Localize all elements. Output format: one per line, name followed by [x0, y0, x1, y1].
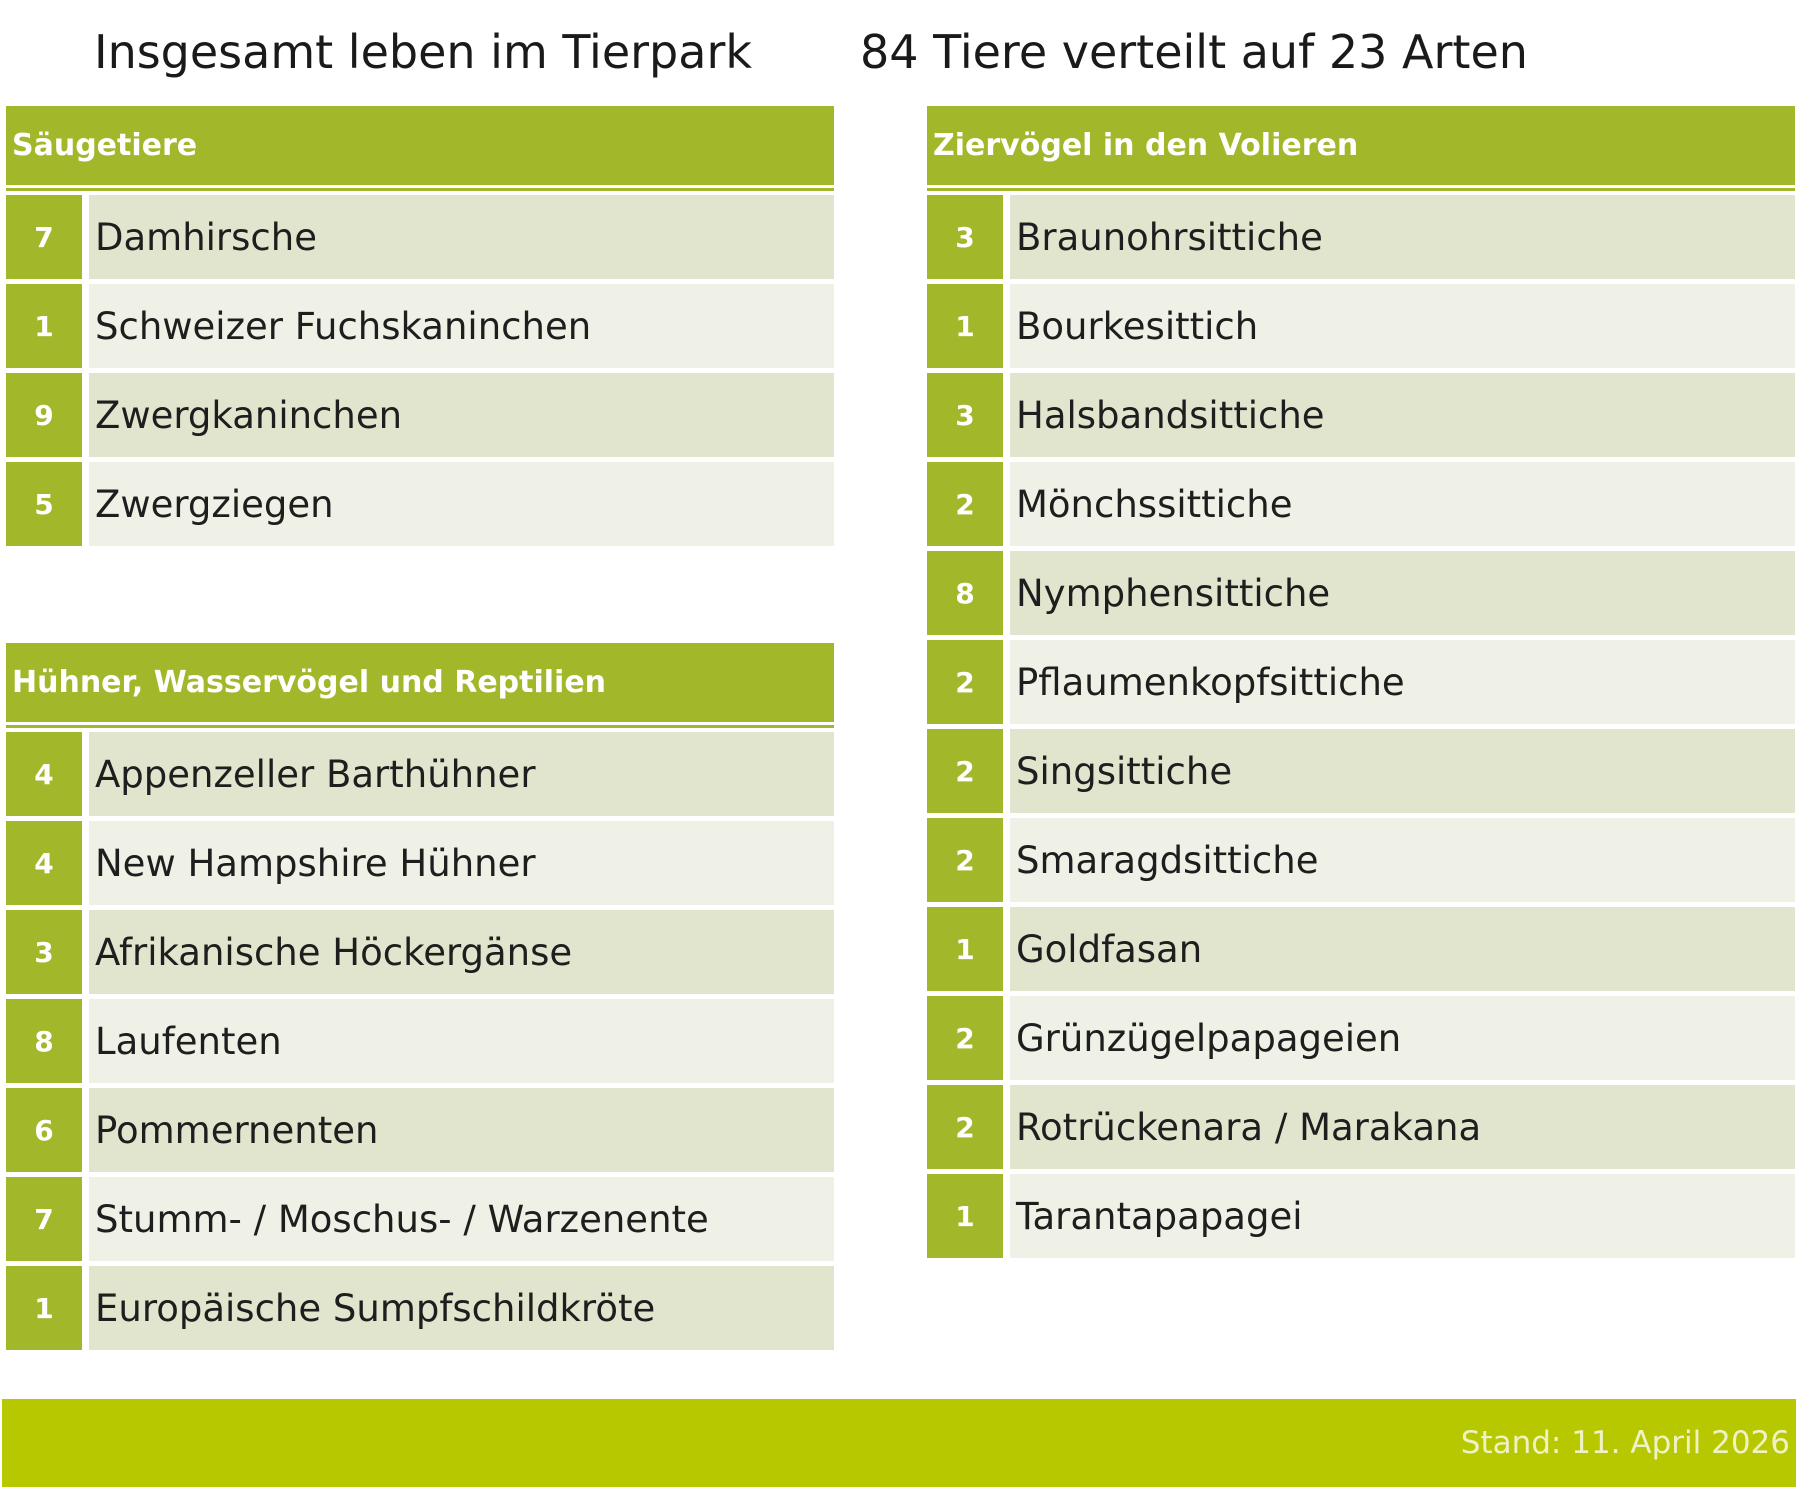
- animal-name: Zwergkaninchen: [89, 373, 834, 457]
- table-row: 9 Zwergkaninchen: [6, 373, 834, 457]
- rows-saeugetiere: 7 Damhirsche 1 Schweizer Fuchskaninchen …: [6, 195, 834, 546]
- animal-name: Grünzügelpapageien: [1010, 996, 1795, 1080]
- table-row: 7 Stumm- / Moschus- / Warzenente: [6, 1177, 834, 1261]
- animal-name: Braunohrsittiche: [1010, 195, 1795, 279]
- animal-name: Bourkesittich: [1010, 284, 1795, 368]
- animal-count: 8: [6, 999, 82, 1083]
- table-row: 3 Braunohrsittiche: [927, 195, 1795, 279]
- animal-name: Smaragdsittiche: [1010, 818, 1795, 902]
- animal-count: 1: [6, 284, 82, 368]
- table-row: 8 Nymphensittiche: [927, 551, 1795, 635]
- animal-count: 7: [6, 195, 82, 279]
- rows-huehner: 4 Appenzeller Barthühner 4 New Hampshire…: [6, 732, 834, 1350]
- table-row: 2 Grünzügelpapageien: [927, 996, 1795, 1080]
- table-row: 1 Goldfasan: [927, 907, 1795, 991]
- animal-count: 2: [927, 462, 1003, 546]
- table-ziervoegel: Ziervögel in den Volieren 3 Braunohrsitt…: [927, 106, 1795, 1263]
- table-row: 6 Pommernenten: [6, 1088, 834, 1172]
- animal-count: 7: [6, 1177, 82, 1261]
- table-header-saeugetiere: Säugetiere: [6, 106, 834, 188]
- animal-name: Mönchssittiche: [1010, 462, 1795, 546]
- animal-count: 1: [6, 1266, 82, 1350]
- animal-count: 3: [927, 373, 1003, 457]
- table-row: 1 Schweizer Fuchskaninchen: [6, 284, 834, 368]
- table-row: 3 Halsbandsittiche: [927, 373, 1795, 457]
- table-row: 3 Afrikanische Höckergänse: [6, 910, 834, 994]
- animal-count: 2: [927, 729, 1003, 813]
- animal-count: 8: [927, 551, 1003, 635]
- animal-count: 2: [927, 996, 1003, 1080]
- table-row: 1 Bourkesittich: [927, 284, 1795, 368]
- table-row: 7 Damhirsche: [6, 195, 834, 279]
- table-row: 2 Pflaumenkopfsittiche: [927, 640, 1795, 724]
- table-header-huehner: Hühner, Wasservögel und Reptilien: [6, 643, 834, 725]
- animal-count: 3: [927, 195, 1003, 279]
- headline-right: 84 Tiere verteilt auf 23 Arten: [860, 25, 1528, 79]
- table-saeugetiere: Säugetiere 7 Damhirsche 1 Schweizer Fuch…: [6, 106, 834, 551]
- animal-name: Nymphensittiche: [1010, 551, 1795, 635]
- animal-count: 1: [927, 1174, 1003, 1258]
- animal-name: Pflaumenkopfsittiche: [1010, 640, 1795, 724]
- animal-count: 1: [927, 907, 1003, 991]
- animal-name: Europäische Sumpfschildkröte: [89, 1266, 834, 1350]
- table-row: 1 Tarantapapagei: [927, 1174, 1795, 1258]
- animal-name: Stumm- / Moschus- / Warzenente: [89, 1177, 834, 1261]
- animal-name: Rotrückenara / Marakana: [1010, 1085, 1795, 1169]
- table-row: 1 Europäische Sumpfschildkröte: [6, 1266, 834, 1350]
- animal-name: New Hampshire Hühner: [89, 821, 834, 905]
- animal-name: Zwergziegen: [89, 462, 834, 546]
- animal-count: 2: [927, 640, 1003, 724]
- animal-name: Laufenten: [89, 999, 834, 1083]
- animal-name: Pommernenten: [89, 1088, 834, 1172]
- animal-count: 5: [6, 462, 82, 546]
- animal-count: 2: [927, 1085, 1003, 1169]
- animal-count: 6: [6, 1088, 82, 1172]
- animal-count: 4: [6, 821, 82, 905]
- animal-name: Afrikanische Höckergänse: [89, 910, 834, 994]
- animal-name: Singsittiche: [1010, 729, 1795, 813]
- rows-ziervoegel: 3 Braunohrsittiche 1 Bourkesittich 3 Hal…: [927, 195, 1795, 1258]
- animal-count: 1: [927, 284, 1003, 368]
- animal-count: 9: [6, 373, 82, 457]
- animal-name: Goldfasan: [1010, 907, 1795, 991]
- animal-name: Appenzeller Barthühner: [89, 732, 834, 816]
- table-row: 5 Zwergziegen: [6, 462, 834, 546]
- footer-date: Stand: 11. April 2026: [1460, 1425, 1790, 1461]
- table-header-ziervoegel: Ziervögel in den Volieren: [927, 106, 1795, 188]
- animal-name: Tarantapapagei: [1010, 1174, 1795, 1258]
- animal-name: Damhirsche: [89, 195, 834, 279]
- table-row: 2 Singsittiche: [927, 729, 1795, 813]
- animal-name: Schweizer Fuchskaninchen: [89, 284, 834, 368]
- table-row: 4 Appenzeller Barthühner: [6, 732, 834, 816]
- headline-left: Insgesamt leben im Tierpark: [94, 25, 752, 79]
- footer-bar: Stand: 11. April 2026: [2, 1399, 1796, 1487]
- table-row: 4 New Hampshire Hühner: [6, 821, 834, 905]
- table-row: 8 Laufenten: [6, 999, 834, 1083]
- animal-count: 4: [6, 732, 82, 816]
- table-row: 2 Smaragdsittiche: [927, 818, 1795, 902]
- table-row: 2 Mönchssittiche: [927, 462, 1795, 546]
- table-row: 2 Rotrückenara / Marakana: [927, 1085, 1795, 1169]
- table-huehner-wasservoegel-reptilien: Hühner, Wasservögel und Reptilien 4 Appe…: [6, 643, 834, 1355]
- animal-count: 3: [6, 910, 82, 994]
- animal-count: 2: [927, 818, 1003, 902]
- animal-name: Halsbandsittiche: [1010, 373, 1795, 457]
